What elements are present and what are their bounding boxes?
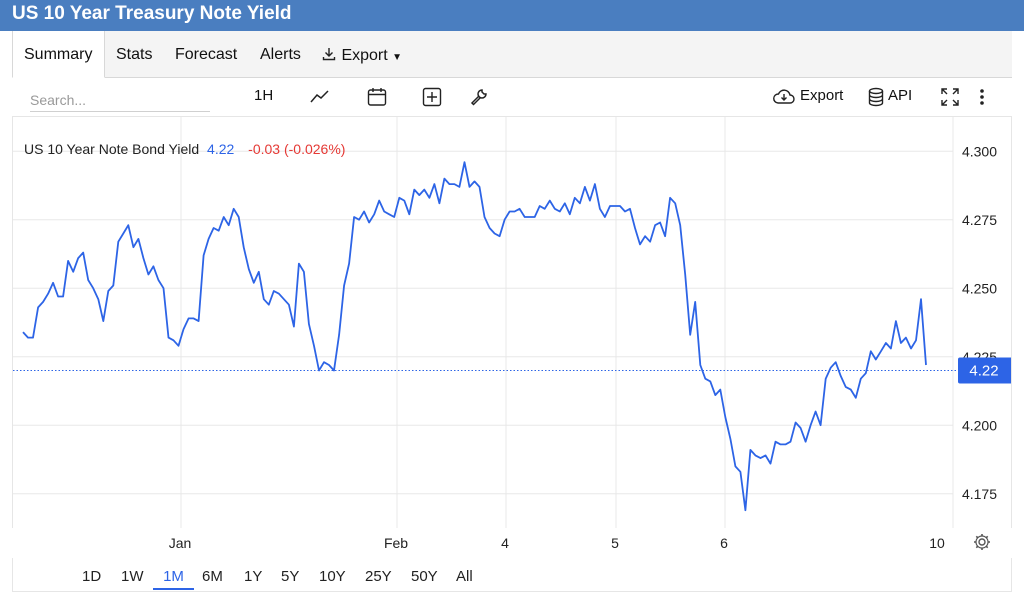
x-tick-label: Jan: [169, 535, 192, 551]
interval-button[interactable]: 1H: [254, 87, 274, 104]
fullscreen-icon[interactable]: [939, 86, 961, 108]
tab-export[interactable]: Export ▼: [321, 31, 402, 78]
add-indicator-icon[interactable]: [421, 86, 443, 108]
database-icon[interactable]: [867, 86, 885, 108]
tab-forecast-label: Forecast: [175, 46, 238, 63]
range-50y[interactable]: 50Y: [411, 568, 438, 585]
x-axis-footer: Jan Feb 4 5 6 10: [12, 528, 1012, 556]
quote-price: 4.22: [207, 141, 234, 157]
yield-line: [22, 161, 927, 512]
tab-bar: Summary Stats Forecast Alerts Export ▼: [12, 31, 1012, 78]
api-button[interactable]: API: [888, 87, 913, 104]
download-icon: [322, 48, 336, 61]
x-tick-label: 5: [611, 535, 619, 551]
y-tick-label: 4.175: [962, 486, 997, 502]
quote-change: -0.03 (-0.026%): [248, 141, 345, 157]
range-10y[interactable]: 10Y: [319, 568, 346, 585]
y-tick-label: 4.300: [962, 143, 997, 159]
grid: [13, 117, 954, 528]
quote-name: US 10 Year Note Bond Yield: [24, 141, 199, 157]
range-1d[interactable]: 1D: [82, 568, 102, 585]
range-1w[interactable]: 1W: [121, 568, 144, 585]
last-value-badge: [958, 357, 1014, 384]
tab-summary-label: Summary: [24, 46, 93, 63]
tab-export-label: Export: [341, 47, 388, 64]
settings-gear-icon[interactable]: [972, 532, 992, 552]
chart-toolbar: 1H Export API: [12, 79, 1012, 117]
range-selector: 1D 1W 1M 6M 1Y 5Y 10Y 25Y 50Y All: [12, 558, 1012, 592]
wrench-icon[interactable]: [468, 86, 490, 108]
quote-label: US 10 Year Note Bond Yield 4.22 -0.03 (-…: [24, 141, 345, 157]
x-tick-label: 10: [929, 535, 945, 551]
tab-summary[interactable]: Summary: [12, 31, 105, 78]
range-1m[interactable]: 1M: [153, 568, 194, 590]
tab-alerts[interactable]: Alerts: [260, 31, 301, 78]
window-title: US 10 Year Treasury Note Yield: [0, 0, 1024, 31]
tab-alerts-label: Alerts: [260, 46, 301, 63]
tab-stats[interactable]: Stats: [116, 31, 152, 78]
tab-forecast[interactable]: Forecast: [175, 31, 237, 78]
export-button[interactable]: Export: [800, 87, 844, 104]
x-axis: Jan Feb 4 5 6 10: [169, 535, 945, 551]
x-tick-label: Feb: [384, 535, 408, 551]
search-input[interactable]: [30, 88, 210, 112]
more-options-icon[interactable]: [977, 86, 987, 108]
y-tick-label: 4.250: [962, 280, 997, 296]
chart-area[interactable]: 4.300 4.275 4.250 4.225 4.200 4.175 4.22 US 1…: [12, 117, 1014, 528]
x-tick-label: 4: [501, 535, 509, 551]
range-6m[interactable]: 6M: [202, 568, 223, 585]
caret-down-icon: ▼: [392, 52, 403, 63]
tab-stats-label: Stats: [116, 46, 153, 63]
last-value-badge-text: 4.22: [969, 362, 998, 379]
line-chart-icon[interactable]: [309, 86, 331, 108]
y-tick-label: 4.200: [962, 417, 997, 433]
range-1y[interactable]: 1Y: [244, 568, 263, 585]
cloud-download-icon[interactable]: [772, 86, 796, 108]
calendar-icon[interactable]: [366, 86, 388, 108]
y-tick-label: 4.275: [962, 212, 997, 228]
range-all[interactable]: All: [456, 568, 473, 585]
x-tick-label: 6: [720, 535, 728, 551]
range-25y[interactable]: 25Y: [365, 568, 392, 585]
range-5y[interactable]: 5Y: [281, 568, 300, 585]
